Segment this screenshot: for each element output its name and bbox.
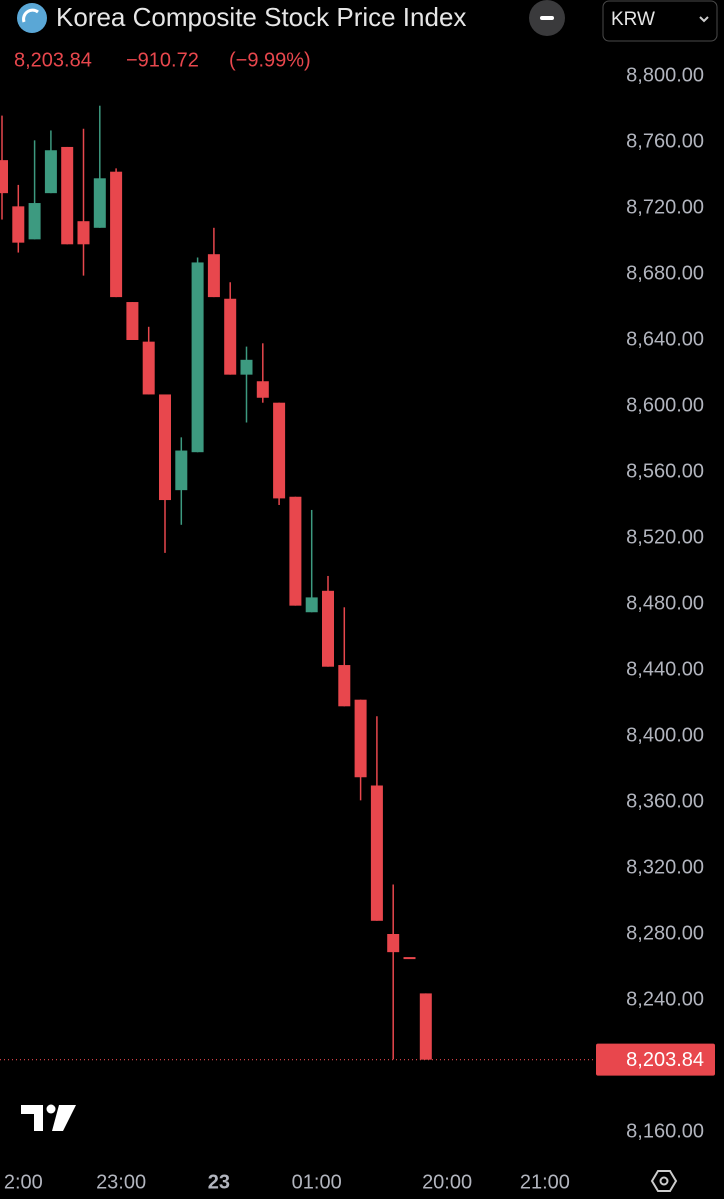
last-price: 8,203.84 [14,49,92,71]
y-tick-label: 8,240.00 [626,988,704,1010]
candle-body [61,146,74,245]
y-tick-label: 8,440.00 [626,658,704,680]
price-change: −910.72 [126,49,199,71]
candle-body [93,178,106,228]
candle-body [110,171,123,298]
currency: KRW [611,9,655,30]
candle-body [159,394,171,501]
candle-body [273,402,286,499]
x-tick-label: 21:00 [520,1171,570,1193]
collapse-icon [540,16,554,20]
candle-body [370,785,383,921]
price-change-percent: (−9.99%) [229,49,311,71]
currency-select[interactable] [602,0,718,42]
tradingview-logo [21,1104,76,1131]
y-tick-label: 8,800.00 [626,64,704,86]
candle-body [126,302,139,340]
y-tick-label: 8,480.00 [626,592,704,614]
y-tick-label: 8,400.00 [626,724,704,746]
candle-body [207,254,220,298]
candle-body [28,203,41,240]
candle-body [44,150,57,194]
y-tick-label: 8,520.00 [626,526,704,548]
x-tick-label: 23 [208,1171,230,1193]
x-tick-label: 20:00 [422,1171,472,1193]
y-tick-label: 8,160.00 [626,1120,704,1142]
candle-body [305,597,318,613]
y-tick-label: 8,360.00 [626,790,704,812]
candle-body [338,665,351,707]
symbol-icon [17,3,47,33]
y-tick-label: 8,560.00 [626,460,704,482]
candle-body [419,993,432,1060]
symbol-icon-mark [22,8,39,23]
chart-title: Korea Composite Stock Price Index [56,2,466,32]
x-tick-label: 01:00 [292,1171,342,1193]
dropdown-arrow [699,16,709,23]
candle-body [191,262,204,453]
y-tick-label: 8,640.00 [626,328,704,350]
y-tick-label: 8,600.00 [626,394,704,416]
y-tick-label: 8,760.00 [626,130,704,152]
x-tick-label: 23:00 [96,1171,146,1193]
candle-body [77,221,90,245]
candle-body [240,359,253,375]
x-tick-label: 2:00 [4,1171,43,1193]
candle-body [12,206,25,243]
candle-body [256,381,269,398]
candle-body [224,298,237,375]
candle-body [142,341,155,395]
candle-body [403,957,416,960]
candle-body [322,590,334,667]
candle-body [289,496,302,606]
y-tick-label: 8,680.00 [626,262,704,284]
y-tick-label: 8,720.00 [626,196,704,218]
last-price-axis-label: 8,203.84 [626,1049,704,1071]
candle-body [387,934,400,953]
y-tick-label: 8,320.00 [626,856,704,878]
candle-body [354,699,367,778]
last-price-badge [596,1043,715,1076]
settings-button[interactable] [650,1170,678,1192]
candle-body [175,450,188,491]
candle-body [0,160,8,194]
y-tick-label: 8,280.00 [626,922,704,944]
